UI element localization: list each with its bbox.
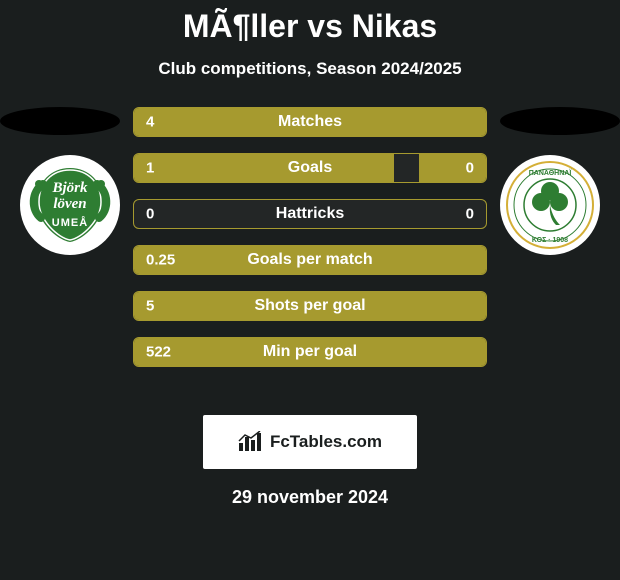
stat-row: 1 0 Goals xyxy=(133,153,487,183)
bjorkloven-logo-icon: Björk löven UMEÅ xyxy=(27,162,113,248)
value-right: 0 xyxy=(466,206,474,223)
row-label: Min per goal xyxy=(263,343,357,361)
shadow-right xyxy=(500,107,620,135)
logo-left-text-bot: UMEÅ xyxy=(52,216,88,229)
row-label: Matches xyxy=(278,113,342,131)
stat-row: 5 Shots per goal xyxy=(133,291,487,321)
value-left: 522 xyxy=(146,344,171,361)
panathinaikos-logo-icon: ΠΑΝΑΘΗΝΑΪ ΚΟΣ · 1908 xyxy=(505,160,595,250)
date-label: 29 november 2024 xyxy=(0,487,620,508)
branding-badge: FcTables.com xyxy=(203,415,417,469)
value-left: 4 xyxy=(146,114,154,131)
value-right: 0 xyxy=(466,160,474,177)
svg-text:ΚΟΣ · 1908: ΚΟΣ · 1908 xyxy=(532,237,568,244)
row-label: Goals xyxy=(288,159,332,177)
bar-left xyxy=(134,154,394,182)
stat-rows: 4 Matches 1 0 Goals 0 0 Hattricks 0.25 Goals per … xyxy=(133,107,487,383)
team-logo-right: ΠΑΝΑΘΗΝΑΪ ΚΟΣ · 1908 xyxy=(500,155,600,255)
value-left: 0 xyxy=(146,206,154,223)
stat-row: 0.25 Goals per match xyxy=(133,245,487,275)
team-logo-left: Björk löven UMEÅ xyxy=(20,155,120,255)
subtitle: Club competitions, Season 2024/2025 xyxy=(0,59,620,79)
value-left: 5 xyxy=(146,298,154,315)
row-label: Shots per goal xyxy=(254,297,365,315)
stat-row: 4 Matches xyxy=(133,107,487,137)
comparison-chart: Björk löven UMEÅ ΠΑΝΑΘΗΝΑΪ ΚΟΣ · 1908 xyxy=(0,107,620,407)
branding-text: FcTables.com xyxy=(270,432,382,452)
chart-icon xyxy=(238,431,264,453)
stat-row: 0 0 Hattricks xyxy=(133,199,487,229)
page-title: MÃ¶ller vs Nikas xyxy=(0,8,620,45)
logo-left-text-top: Björk xyxy=(51,180,88,196)
bar-right xyxy=(419,154,486,182)
value-left: 1 xyxy=(146,160,154,177)
stat-row: 522 Min per goal xyxy=(133,337,487,367)
value-left: 0.25 xyxy=(146,252,175,269)
logo-left-text-mid: löven xyxy=(53,196,86,212)
row-label: Goals per match xyxy=(247,251,372,269)
row-label: Hattricks xyxy=(276,205,344,223)
shadow-left xyxy=(0,107,120,135)
svg-text:ΠΑΝΑΘΗΝΑΪ: ΠΑΝΑΘΗΝΑΪ xyxy=(529,169,573,177)
